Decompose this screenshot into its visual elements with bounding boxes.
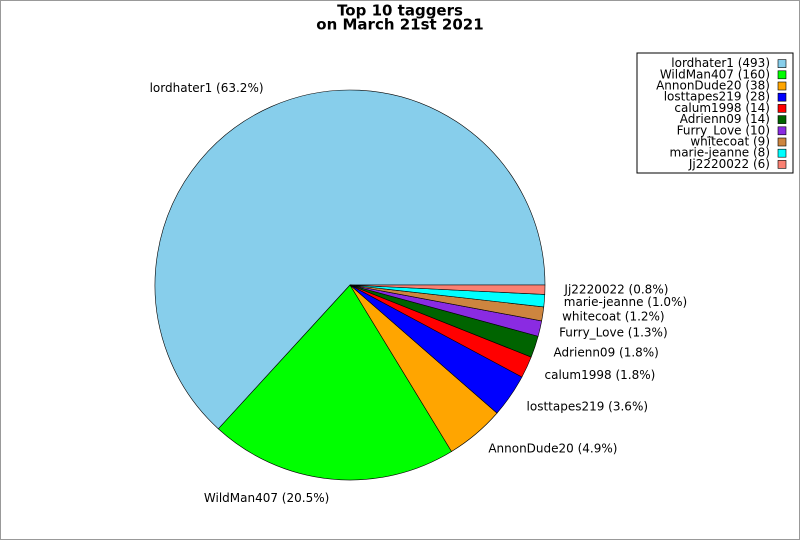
legend-label: Furry_Love (10): [677, 123, 770, 137]
legend-label: whitecoat (9): [690, 135, 770, 149]
legend-swatch: [777, 137, 787, 147]
slice-label: Adrienn09 (1.8%): [553, 345, 658, 359]
legend-swatch: [777, 126, 787, 136]
legend-label: AnnonDude20 (38): [656, 79, 770, 93]
legend-swatch: [777, 70, 787, 80]
slice-label: lordhater1 (63.2%): [150, 81, 264, 95]
slice-label: marie-jeanne (1.0%): [564, 295, 687, 309]
slice-label: calum1998 (1.8%): [545, 368, 656, 382]
pie-slice: [349, 284, 546, 295]
slice-label: Jj2220022 (0.8%): [563, 283, 668, 297]
slice-label: Furry_Love (1.3%): [559, 325, 668, 339]
legend-label: lordhater1 (493): [671, 56, 770, 70]
legend-swatch: [777, 104, 787, 113]
legend-box: [636, 52, 794, 174]
slice-label: AnnonDude20 (4.9%): [488, 441, 617, 455]
legend-label: losttapes219 (28): [664, 90, 770, 104]
legend-swatch: [777, 81, 787, 91]
legend-swatch: [777, 92, 787, 102]
legend-label: marie-jeanne (8): [670, 146, 771, 160]
legend-label: Jj2220022 (6): [688, 157, 770, 171]
slice-label: whitecoat (1.2%): [562, 309, 665, 323]
legend-label: calum1998 (14): [674, 101, 770, 115]
legend-label: WildMan407 (160): [660, 67, 770, 81]
pie-slice: [217, 284, 452, 481]
legend-swatch: [777, 160, 787, 169]
chart-title: Top 10 taggers: [337, 2, 463, 20]
legend-swatch: [777, 59, 787, 68]
chart-title: on March 21st 2021: [316, 16, 483, 34]
slice-label: WildMan407 (20.5%): [204, 491, 329, 505]
pie-slice: [154, 89, 546, 430]
legend-swatch: [777, 148, 787, 158]
legend-swatch: [777, 115, 787, 124]
legend-label: Adrienn09 (14): [680, 112, 770, 126]
slice-label: losttapes219 (3.6%): [527, 399, 649, 413]
